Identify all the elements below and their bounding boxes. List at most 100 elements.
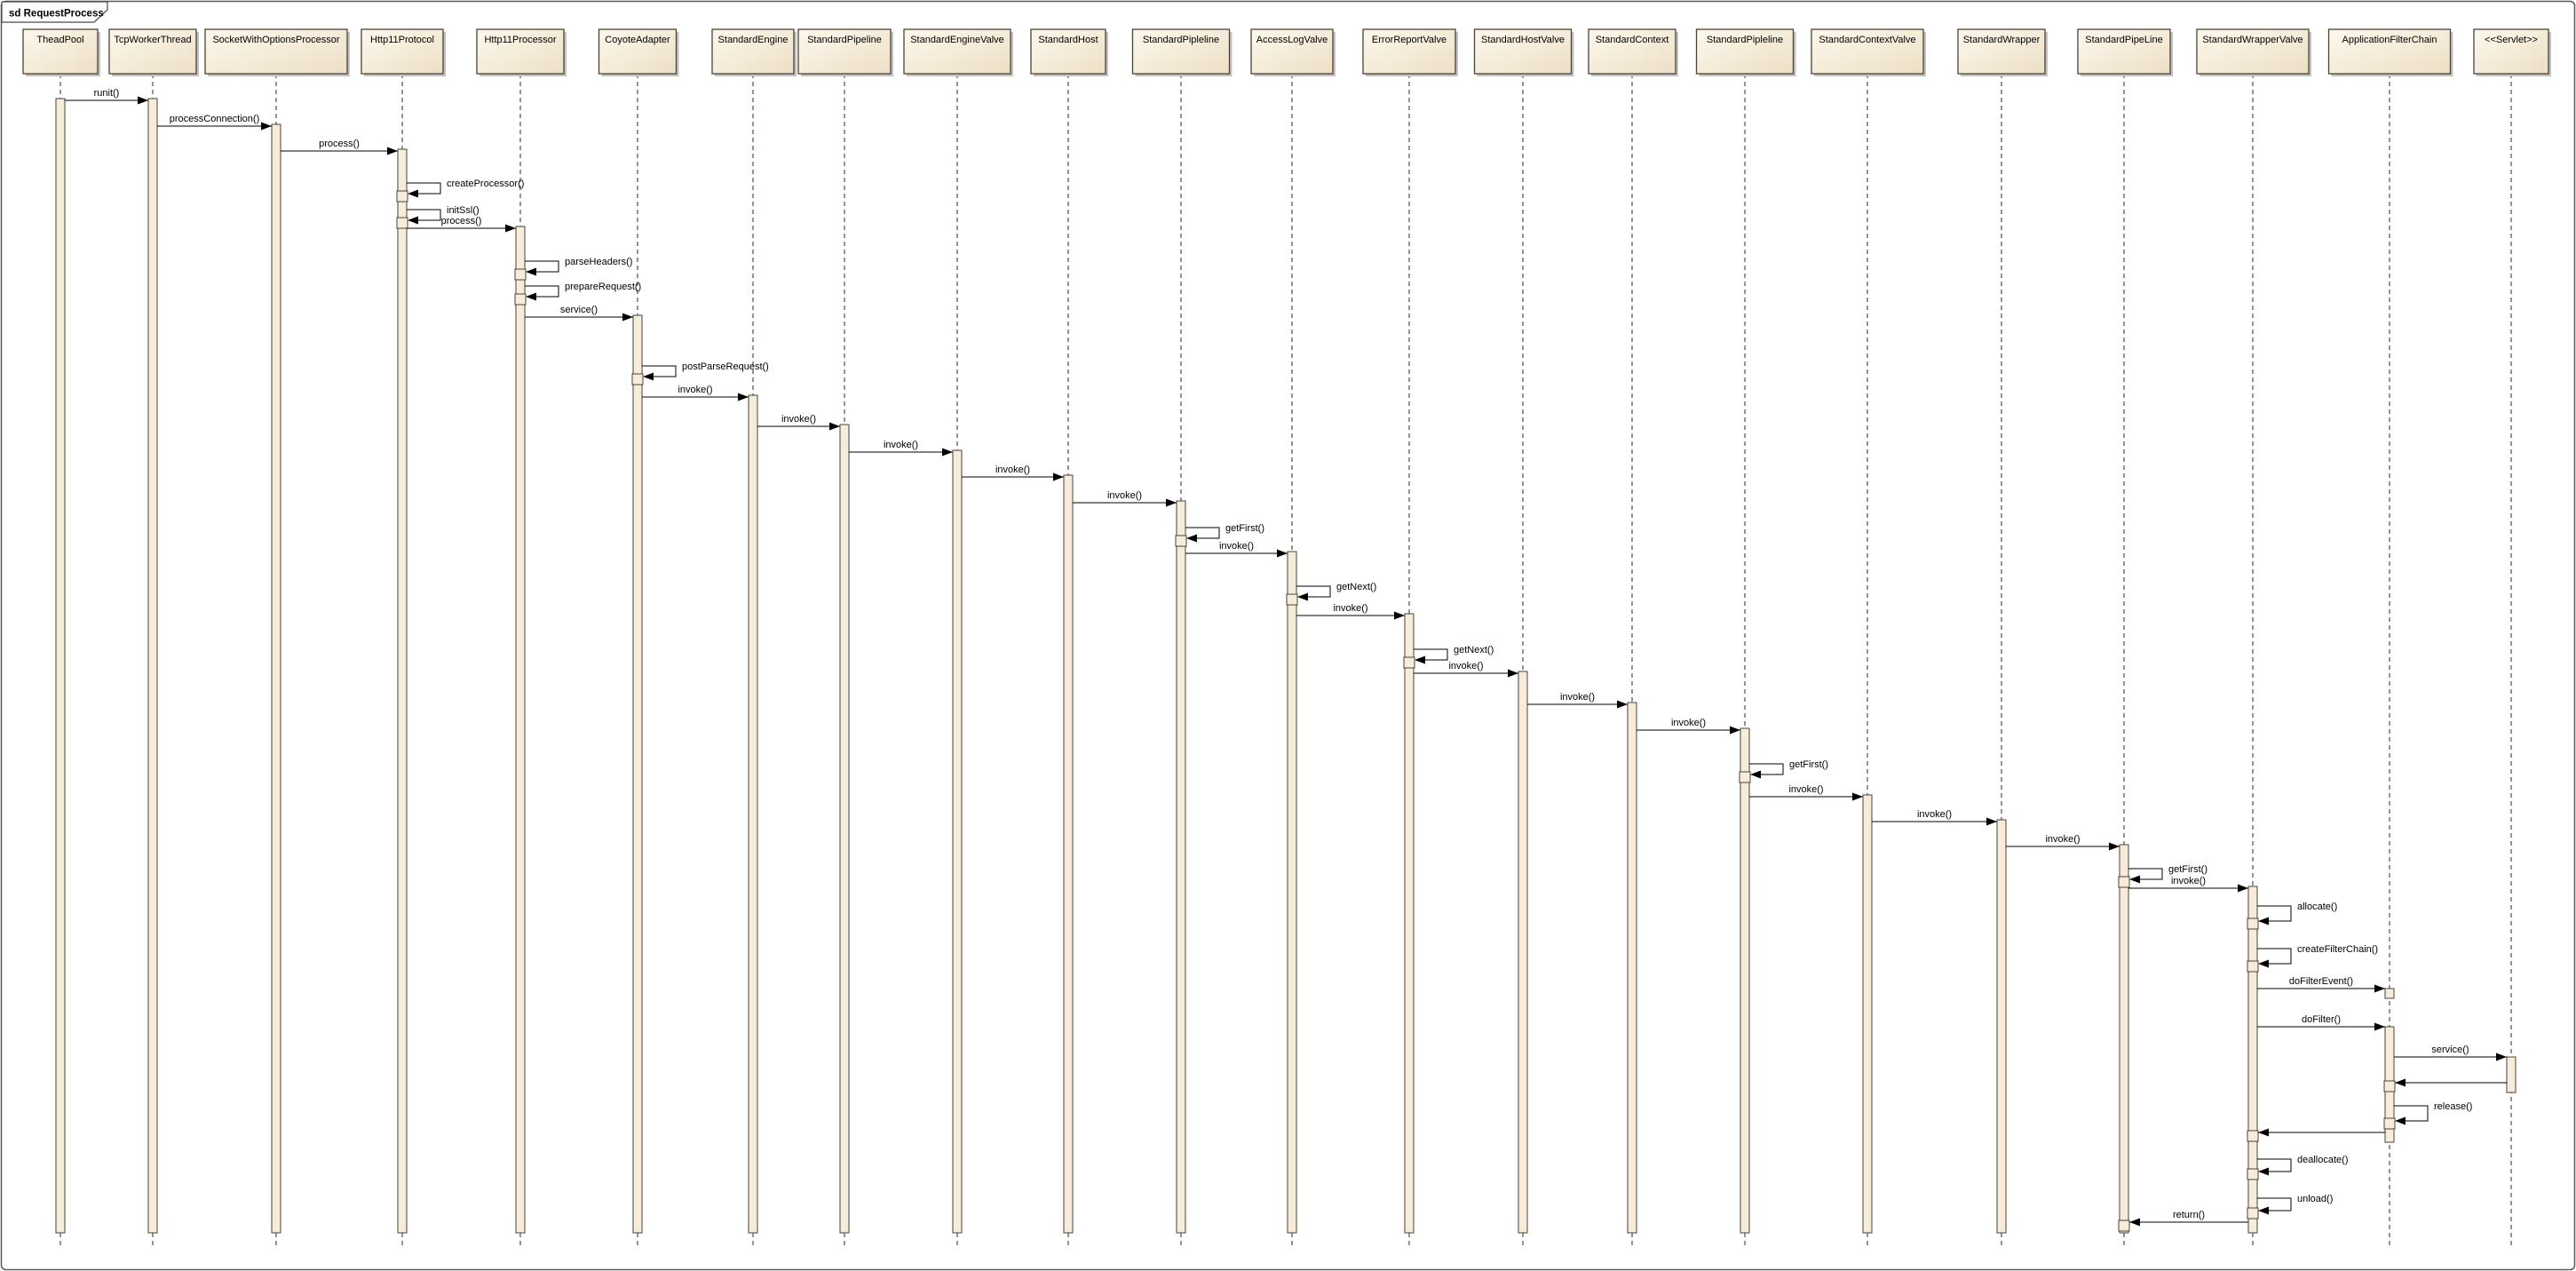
participant-box	[204, 28, 348, 75]
message-label: createFilterChain()	[2297, 944, 2378, 955]
participant-box	[1131, 28, 1231, 75]
participant-label: AccessLogValve	[1256, 35, 1328, 45]
arrowhead-icon	[2374, 984, 2385, 993]
participant-20: ApplicationFilterChain	[2327, 28, 2453, 1248]
arrowhead-icon	[2395, 1078, 2406, 1087]
arrowhead-icon	[387, 147, 398, 155]
arrowhead-icon	[1986, 817, 1997, 826]
message-label: getNext()	[1336, 582, 1376, 592]
message-runit(): runit()	[65, 88, 148, 105]
participant-label: StandardPipleline	[1143, 35, 1219, 45]
participant-box	[2196, 28, 2310, 75]
participant-label: TcpWorkerThread	[114, 35, 191, 45]
arrowhead-icon	[643, 372, 654, 381]
return-anchor-square	[1175, 535, 1187, 547]
message-process(): process()	[407, 216, 516, 233]
message-label: getFirst()	[1225, 523, 1264, 534]
return-anchor-square	[514, 268, 527, 281]
arrowhead-icon	[1166, 498, 1177, 507]
message-invoke(): invoke()	[962, 465, 1064, 481]
message-label: postParseRequest()	[682, 361, 769, 372]
arrowhead-icon	[1297, 592, 1308, 601]
participant-box	[1030, 28, 1106, 75]
activation-bar	[1996, 819, 2007, 1234]
activation-bar	[515, 226, 526, 1234]
participant-19: StandardWrapperValve	[2196, 28, 2311, 1248]
message-label: release()	[2434, 1101, 2472, 1112]
return-anchor-square	[2383, 1117, 2396, 1130]
message-invoke(): invoke()	[1872, 809, 1997, 826]
participant-box	[361, 28, 444, 75]
participant-box	[108, 28, 197, 75]
return-anchor-square	[2118, 876, 2130, 888]
message-label: deallocate()	[2297, 1155, 2348, 1165]
message-label: createProcessor()	[447, 179, 524, 189]
activation-bar	[2119, 844, 2129, 1234]
arrowhead-icon	[1415, 655, 1425, 664]
activation-bar	[952, 449, 963, 1234]
arrowhead-icon	[2238, 884, 2248, 893]
activation-bar	[2247, 886, 2258, 1234]
participant-21: <<Servlet>>	[2473, 28, 2551, 1248]
return-anchor-square	[2247, 960, 2259, 973]
arrowhead-icon	[1394, 611, 1405, 620]
activation-bar	[1862, 794, 1873, 1234]
message-doFilter(): doFilter()	[2257, 1014, 2385, 1031]
message-invoke(): invoke()	[849, 440, 953, 457]
arrowhead-icon	[1053, 473, 1064, 481]
arrowhead-icon	[738, 393, 749, 401]
message-getFirst(): getFirst()	[2118, 864, 2207, 888]
participant-box	[903, 28, 1011, 75]
arrowhead-icon	[526, 292, 536, 301]
message-invoke(): invoke()	[1185, 541, 1288, 558]
self-message-loop	[1296, 585, 1331, 598]
arrowhead-icon	[526, 267, 536, 276]
return-anchor-square	[396, 190, 408, 203]
activation-bar	[1063, 474, 1074, 1234]
self-message-loop	[525, 285, 559, 298]
message-invoke(): invoke()	[1637, 718, 1740, 735]
arrowhead-icon	[2258, 1167, 2269, 1176]
arrowhead-icon	[2395, 1116, 2406, 1125]
participant-label: StandardPipleline	[1707, 35, 1783, 45]
arrowhead-icon	[2258, 959, 2269, 968]
message-getFirst(): getFirst()	[1175, 523, 1264, 547]
message-getNext(): getNext()	[1403, 645, 1494, 669]
message-getFirst(): getFirst()	[1739, 759, 1828, 783]
message-service(): service()	[2394, 1045, 2507, 1061]
arrowhead-icon	[2258, 1128, 2269, 1137]
self-message-loop	[2257, 1158, 2292, 1172]
activation-bar	[1404, 613, 1415, 1234]
activation-bar	[632, 314, 643, 1234]
arrowhead-icon	[1852, 792, 1863, 801]
message-invoke(): invoke()	[1073, 490, 1177, 507]
message-label: doFilterEvent()	[2289, 976, 2353, 987]
participant-label: StandardWrapper	[1963, 35, 2041, 45]
arrowhead-icon	[408, 189, 418, 198]
participant-box	[1957, 28, 2046, 75]
message-label: invoke()	[1560, 692, 1595, 703]
participant-box	[2473, 28, 2549, 75]
message-label: prepareRequest()	[565, 282, 641, 292]
event-anchor-square	[2384, 988, 2395, 999]
return-anchor-square	[1739, 771, 1751, 783]
participant-label: StandardContextValve	[1819, 35, 1915, 45]
participant-box	[711, 28, 795, 75]
participant-label: <<Servlet>>	[2485, 35, 2538, 45]
message-label: parseHeaders()	[565, 257, 632, 267]
return-anchor-square	[1286, 593, 1298, 606]
participant-label: ErrorReportValve	[1372, 35, 1447, 45]
participant-box	[1588, 28, 1676, 75]
participant-box	[1473, 28, 1573, 75]
participant-box	[598, 28, 678, 75]
arrowhead-icon	[2258, 917, 2269, 925]
participant-8: StandardEngineValve	[903, 28, 1013, 1248]
message-prepareRequest(): prepareRequest()	[514, 282, 641, 306]
return-anchor-square	[2118, 1219, 2130, 1232]
participant-label: Http11Processor	[484, 35, 556, 45]
activation-bar	[1518, 671, 1528, 1234]
return-anchor-square	[631, 373, 644, 385]
participant-label: StandardEngineValve	[910, 35, 1004, 45]
arrowhead-icon	[1617, 700, 1628, 709]
